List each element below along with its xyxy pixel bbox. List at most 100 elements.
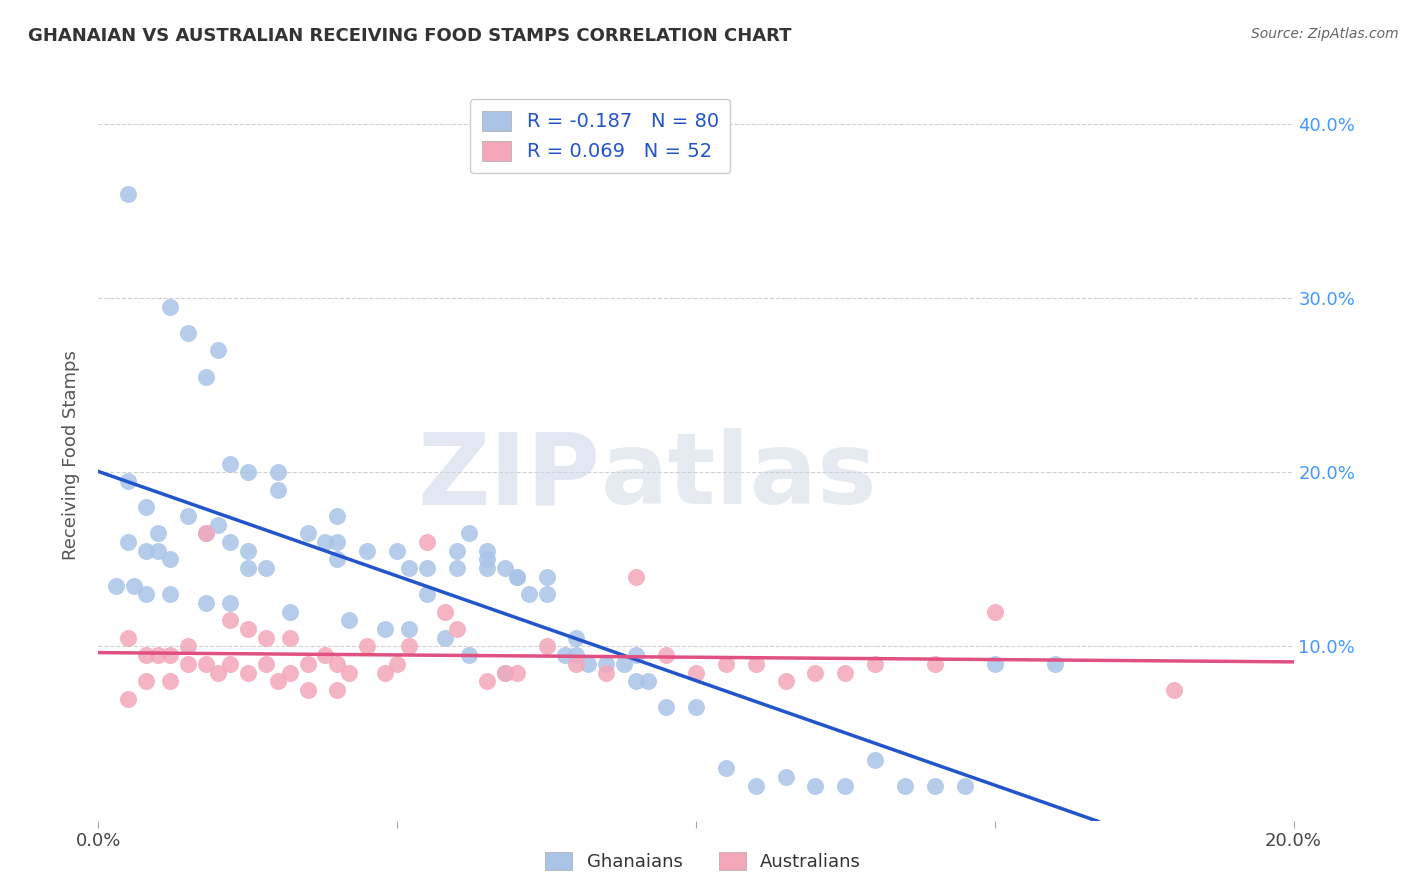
- Point: [254, 631, 277, 645]
- Point: [984, 605, 1007, 619]
- Point: [953, 779, 976, 793]
- Point: [595, 657, 617, 671]
- Point: [416, 587, 439, 601]
- Point: [475, 674, 498, 689]
- Point: [398, 561, 420, 575]
- Point: [626, 570, 648, 584]
- Point: [195, 657, 218, 671]
- Point: [655, 648, 678, 663]
- Point: [374, 665, 396, 680]
- Point: [177, 640, 200, 654]
- Point: [554, 648, 576, 663]
- Point: [326, 683, 349, 698]
- Point: [135, 543, 157, 558]
- Point: [517, 587, 540, 601]
- Point: [195, 596, 218, 610]
- Point: [159, 674, 181, 689]
- Point: [124, 578, 146, 592]
- Point: [278, 605, 301, 619]
- Point: [236, 561, 259, 575]
- Point: [356, 640, 378, 654]
- Point: [446, 561, 468, 575]
- Point: [834, 665, 856, 680]
- Point: [494, 665, 516, 680]
- Point: [536, 570, 558, 584]
- Point: [655, 700, 678, 714]
- Point: [804, 779, 827, 793]
- Point: [148, 526, 170, 541]
- Point: [254, 657, 277, 671]
- Point: [565, 648, 588, 663]
- Point: [804, 665, 827, 680]
- Point: [475, 543, 498, 558]
- Point: [685, 665, 707, 680]
- Point: [385, 543, 409, 558]
- Point: [117, 186, 139, 201]
- Point: [278, 665, 301, 680]
- Point: [865, 753, 887, 767]
- Point: [297, 657, 319, 671]
- Point: [135, 648, 157, 663]
- Point: [236, 622, 259, 636]
- Point: [117, 535, 139, 549]
- Point: [315, 648, 337, 663]
- Point: [714, 657, 737, 671]
- Point: [398, 622, 420, 636]
- Legend: R = -0.187   N = 80, R = 0.069   N = 52: R = -0.187 N = 80, R = 0.069 N = 52: [470, 99, 731, 173]
- Point: [148, 543, 170, 558]
- Point: [385, 657, 409, 671]
- Point: [219, 596, 242, 610]
- Text: atlas: atlas: [600, 428, 877, 525]
- Point: [135, 674, 157, 689]
- Point: [506, 570, 529, 584]
- Point: [267, 483, 290, 497]
- Point: [446, 622, 468, 636]
- Point: [565, 631, 588, 645]
- Point: [536, 640, 558, 654]
- Point: [219, 535, 242, 549]
- Point: [297, 526, 319, 541]
- Point: [458, 648, 481, 663]
- Legend: Ghanaians, Australians: Ghanaians, Australians: [538, 845, 868, 879]
- Point: [475, 561, 498, 575]
- Point: [1163, 683, 1185, 698]
- Point: [207, 665, 229, 680]
- Point: [135, 587, 157, 601]
- Point: [219, 613, 242, 627]
- Point: [775, 770, 797, 784]
- Point: [475, 552, 498, 566]
- Point: [195, 369, 218, 384]
- Point: [626, 648, 648, 663]
- Point: [446, 543, 468, 558]
- Point: [834, 779, 856, 793]
- Point: [278, 631, 301, 645]
- Point: [339, 613, 360, 627]
- Point: [267, 466, 290, 480]
- Point: [865, 657, 887, 671]
- Point: [267, 674, 290, 689]
- Point: [1043, 657, 1066, 671]
- Point: [565, 657, 588, 671]
- Point: [105, 578, 128, 592]
- Point: [416, 535, 439, 549]
- Point: [177, 657, 200, 671]
- Text: Source: ZipAtlas.com: Source: ZipAtlas.com: [1251, 27, 1399, 41]
- Point: [745, 779, 768, 793]
- Text: GHANAIAN VS AUSTRALIAN RECEIVING FOOD STAMPS CORRELATION CHART: GHANAIAN VS AUSTRALIAN RECEIVING FOOD ST…: [28, 27, 792, 45]
- Point: [494, 561, 516, 575]
- Point: [714, 761, 737, 775]
- Point: [117, 474, 139, 488]
- Point: [117, 691, 139, 706]
- Point: [984, 657, 1007, 671]
- Point: [219, 457, 242, 471]
- Point: [254, 561, 277, 575]
- Point: [536, 587, 558, 601]
- Point: [159, 648, 181, 663]
- Point: [745, 657, 768, 671]
- Point: [506, 665, 529, 680]
- Point: [326, 535, 349, 549]
- Point: [637, 674, 659, 689]
- Point: [339, 665, 360, 680]
- Point: [236, 466, 259, 480]
- Point: [924, 779, 946, 793]
